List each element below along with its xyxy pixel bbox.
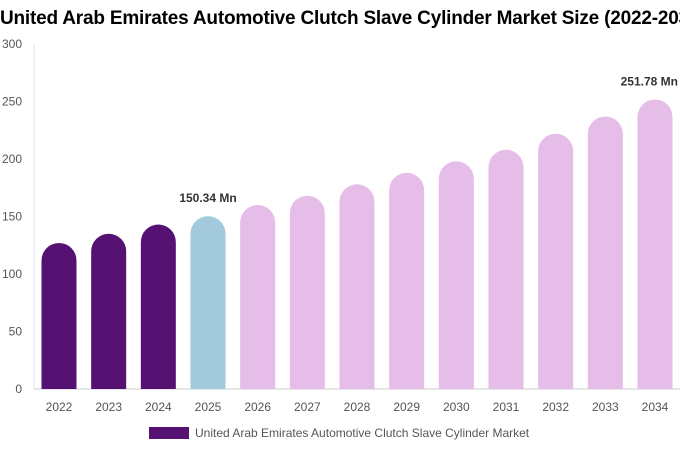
bar-2034	[637, 99, 673, 389]
bar-2031	[488, 149, 524, 389]
bar-2027	[289, 195, 325, 389]
x-tick-label: 2022	[46, 400, 73, 414]
y-tick-label: 100	[2, 267, 22, 281]
x-tick-label: 2032	[542, 400, 569, 414]
bar-2028	[339, 184, 375, 389]
x-tick-label: 2023	[95, 400, 122, 414]
data-labels: 150.34 Mn 251.78 Mn	[179, 74, 678, 205]
bar-2033	[587, 116, 623, 389]
y-tick-label: 200	[2, 152, 22, 166]
bar-2026	[240, 205, 276, 389]
x-tick-label: 2024	[145, 400, 172, 414]
bar-2024	[140, 224, 176, 389]
y-tick-label: 0	[15, 382, 22, 396]
y-axis: 0 50 100 150 200 250 300	[2, 37, 35, 396]
x-tick-label: 2028	[344, 400, 371, 414]
legend-label: United Arab Emirates Automotive Clutch S…	[195, 426, 530, 440]
x-tick-label: 2034	[642, 400, 669, 414]
bar-2030	[438, 161, 474, 389]
y-tick-label: 300	[2, 37, 22, 51]
x-tick-label: 2027	[294, 400, 321, 414]
x-tick-label: 2030	[443, 400, 470, 414]
y-tick-label: 50	[9, 325, 23, 339]
chart-title: United Arab Emirates Automotive Clutch S…	[0, 8, 680, 29]
y-tick-label: 250	[2, 95, 22, 109]
x-tick-label: 2025	[195, 400, 222, 414]
bars	[41, 99, 673, 389]
x-tick-label: 2026	[244, 400, 271, 414]
x-tick-label: 2029	[393, 400, 420, 414]
bar-2023	[91, 233, 127, 389]
y-tick-label: 150	[2, 210, 22, 224]
legend-swatch	[149, 427, 189, 439]
bar-2032	[538, 133, 574, 389]
legend: United Arab Emirates Automotive Clutch S…	[149, 426, 529, 440]
bar-2029	[389, 172, 425, 389]
x-axis: 2022 2023 2024 2025 2026 2027 2028 2029 2030 2031…	[34, 388, 680, 414]
data-label-2025: 150.34 Mn	[179, 191, 236, 205]
bar-2025	[190, 216, 226, 389]
bar-2022	[41, 242, 77, 389]
x-tick-label: 2033	[592, 400, 619, 414]
x-tick-label: 2031	[493, 400, 520, 414]
data-label-2034: 251.78 Mn	[621, 74, 678, 88]
